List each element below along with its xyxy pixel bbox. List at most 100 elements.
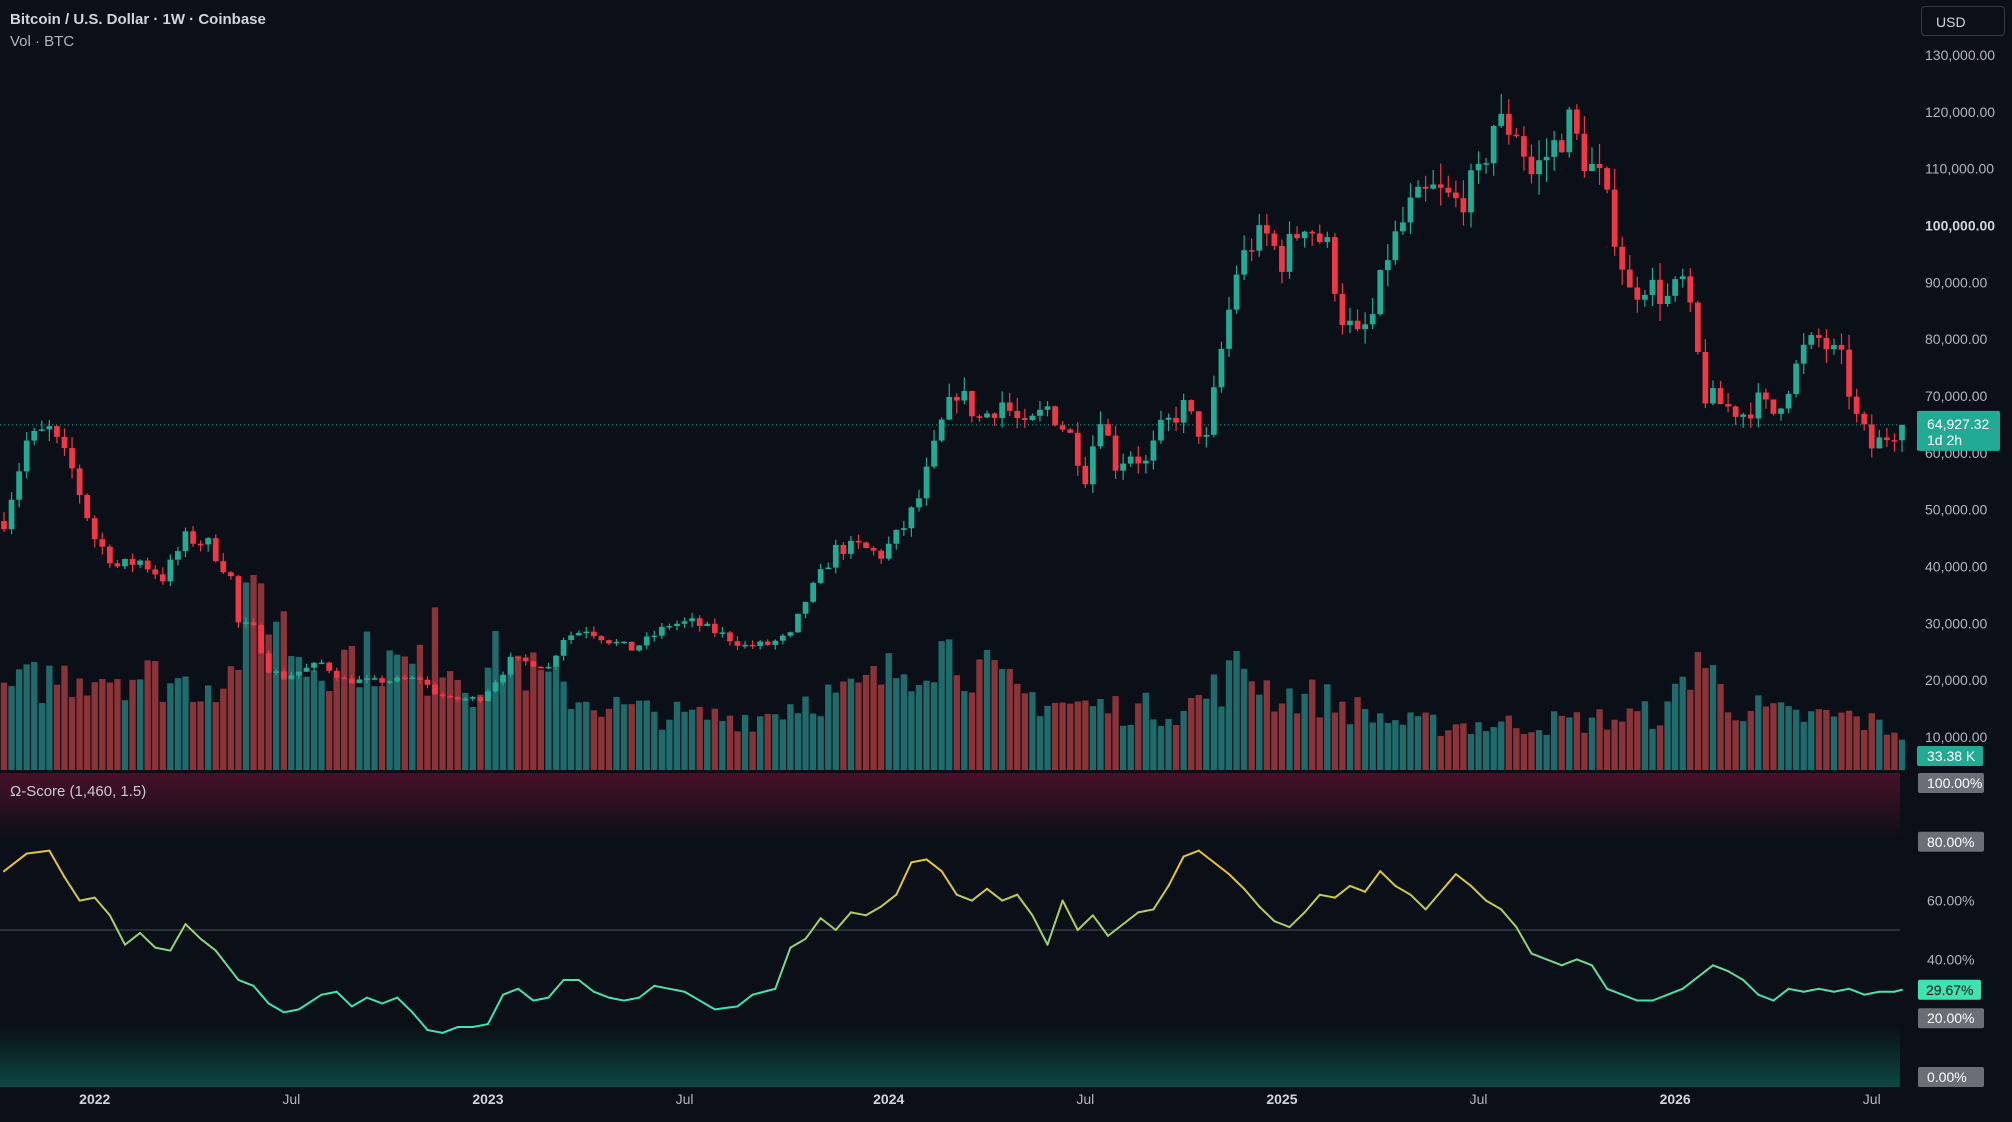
volume-bar	[1089, 706, 1097, 770]
score-line-segment	[1469, 884, 1480, 895]
score-line-segment	[502, 990, 512, 996]
score-line-segment	[403, 1003, 414, 1014]
score-line-segment	[1054, 899, 1064, 924]
candle	[273, 669, 280, 676]
candle	[1763, 388, 1769, 409]
overbought-zone	[0, 773, 1900, 839]
volume-bar	[446, 671, 454, 770]
volume-bar	[1256, 694, 1263, 770]
symbol-title[interactable]: Bitcoin / U.S. Dollar · 1W · Coinbase	[10, 11, 266, 28]
score-line-segment	[1031, 914, 1041, 931]
score-line-segment	[479, 1023, 489, 1027]
volume-bar	[651, 711, 658, 770]
volume-bar	[998, 669, 1006, 770]
candle	[1747, 402, 1754, 428]
volume-bar	[469, 707, 477, 770]
candle	[696, 615, 703, 632]
volume-bar	[688, 709, 696, 770]
candle	[1392, 220, 1399, 265]
score-line-segment	[1333, 890, 1344, 899]
score-line-segment	[607, 996, 618, 1001]
score-line-segment	[1780, 987, 1790, 996]
currency-button[interactable]: USD	[1921, 6, 2005, 36]
candle	[817, 563, 824, 585]
candle	[1014, 397, 1021, 429]
candle	[772, 639, 779, 650]
score-line-segment	[1507, 917, 1518, 929]
price-axis-tick: 110,000.00	[1925, 161, 1994, 177]
volume-bar	[930, 682, 938, 770]
candle	[1218, 341, 1225, 393]
candle	[946, 383, 953, 421]
score-line-segment	[1560, 961, 1571, 967]
score-line-segment	[207, 943, 217, 952]
volume-bar	[484, 667, 492, 770]
volume-bar	[764, 713, 771, 770]
candle	[991, 412, 998, 427]
volume-bar	[394, 654, 401, 770]
volume-bar	[409, 663, 416, 770]
volume-bar	[583, 701, 590, 770]
time-axis-tick: Jul	[282, 1091, 300, 1107]
score-line-segment	[10, 858, 21, 867]
score-line-segment	[555, 978, 565, 990]
time-axis-tick: 2023	[472, 1091, 503, 1107]
score-line-segment	[1439, 881, 1450, 893]
candle	[1422, 175, 1429, 202]
score-line-segment	[706, 1003, 716, 1011]
candle	[212, 534, 219, 563]
score-line-segment	[1575, 958, 1586, 964]
candle	[1074, 422, 1081, 476]
score-line-segment	[1348, 884, 1359, 890]
candle	[1823, 329, 1830, 363]
candle	[885, 536, 892, 561]
indicator-legend[interactable]: Ω-Score (1,460, 1.5)	[10, 783, 147, 800]
score-line-segment	[1553, 961, 1563, 967]
price-badge-value: 64,927.32	[1927, 416, 1989, 432]
price-axis-tick: 80,000.00	[1925, 331, 1987, 347]
score-line-segment	[1545, 958, 1556, 964]
score-line-segment	[653, 984, 663, 989]
score-line-segment	[275, 1006, 285, 1014]
volume-bar	[1709, 665, 1717, 770]
volume-bar	[734, 731, 741, 770]
candle	[1770, 399, 1777, 416]
volume-bar	[454, 679, 461, 770]
candle	[379, 675, 385, 687]
score-line-segment	[781, 946, 792, 970]
price-axis-tick: 30,000.00	[1925, 615, 1987, 631]
score-line-segment	[1364, 880, 1374, 893]
candle	[477, 696, 484, 703]
candle	[394, 675, 401, 683]
time-axis-tick: Jul	[676, 1091, 694, 1107]
score-axis-tick: 60.00%	[1927, 893, 1974, 909]
candle	[303, 663, 310, 672]
score-line-segment	[434, 1030, 444, 1034]
volume-bar	[847, 678, 855, 770]
volume-bar	[378, 686, 386, 770]
volume-bar	[1891, 732, 1898, 770]
score-line-segment	[1016, 893, 1026, 907]
score-line-segment	[237, 978, 247, 984]
volume-bar	[1626, 708, 1633, 770]
score-line-segment	[449, 1026, 459, 1031]
score-line-segment	[1855, 990, 1866, 996]
candle	[1596, 143, 1603, 185]
volume-bar	[1369, 722, 1376, 770]
candle	[1226, 296, 1232, 357]
volume-bar	[1210, 674, 1218, 770]
score-line-segment	[1061, 899, 1072, 917]
volume-bar	[1324, 684, 1331, 770]
volume-bar	[1165, 718, 1172, 770]
candle	[129, 553, 136, 573]
candle	[938, 417, 945, 443]
score-line-segment	[804, 927, 815, 940]
volume-bar	[1558, 715, 1565, 770]
candle	[1831, 338, 1837, 355]
volume-bar	[1482, 731, 1490, 770]
candle	[1339, 283, 1346, 335]
candle	[469, 695, 476, 702]
volume-bar	[1664, 701, 1671, 770]
volume-bar	[1437, 735, 1444, 770]
